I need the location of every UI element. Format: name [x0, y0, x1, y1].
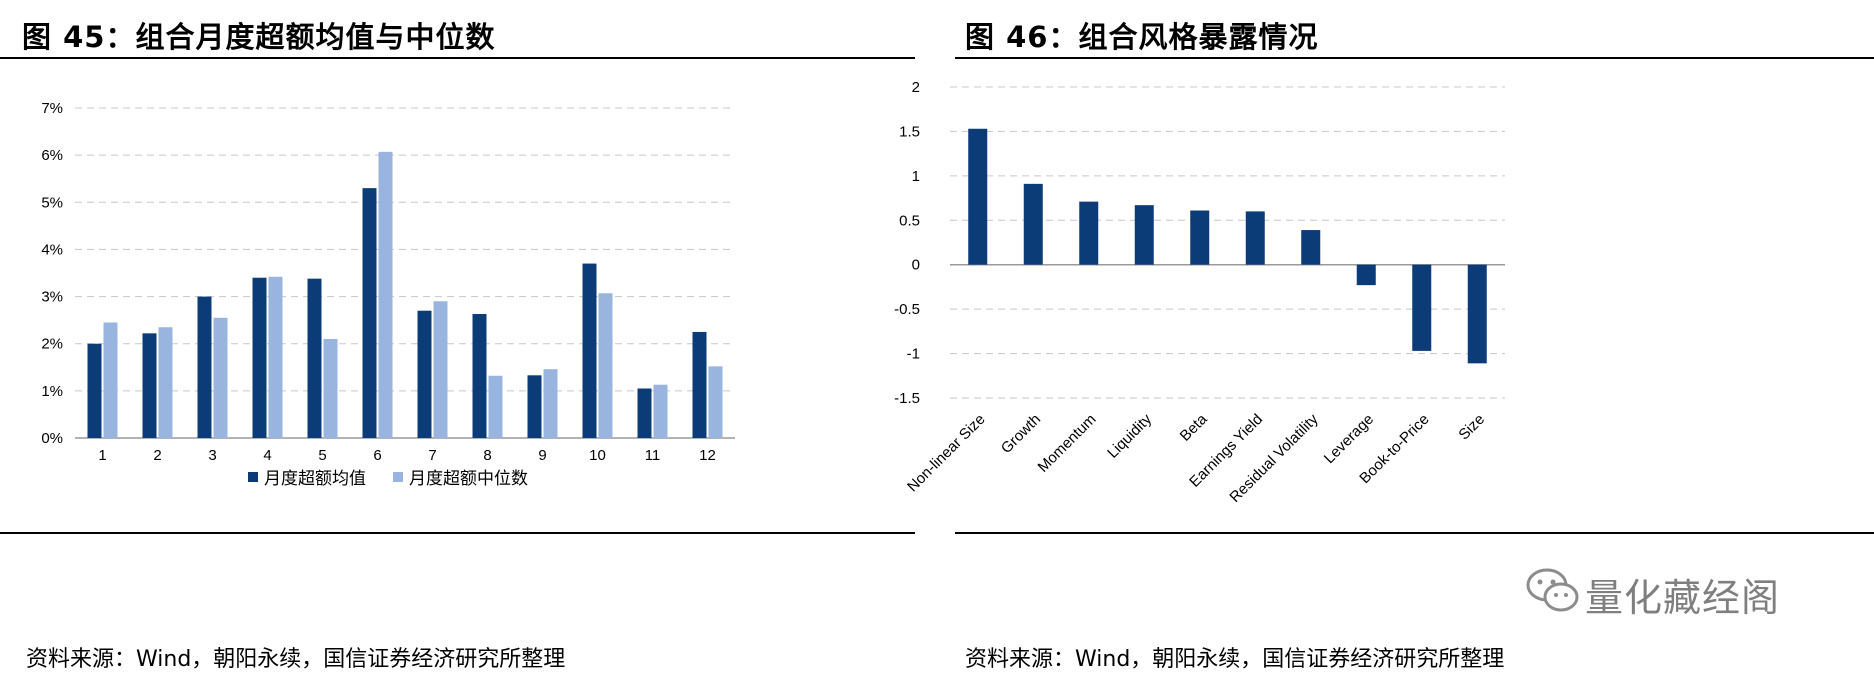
- bar-median: [653, 384, 668, 438]
- x-tick-label: 10: [589, 447, 606, 464]
- x-tick-label: 4: [263, 447, 271, 464]
- bar-exposure: [1467, 264, 1487, 364]
- right-panel: 图 46：组合风格暴露情况 2 1.5 1 0.5 0 -0.5 -1 -1.5 Non-lin…: [894, 0, 1874, 675]
- y-tick-label: 7%: [41, 100, 63, 117]
- bar-mean: [527, 375, 542, 438]
- bar-exposure: [1023, 183, 1043, 265]
- x-tick-label: 9: [538, 447, 546, 464]
- x-tick-label: 2: [153, 447, 161, 464]
- x-tick-label: 3: [208, 447, 216, 464]
- bar-median: [543, 369, 558, 438]
- bar-median: [598, 293, 613, 438]
- x-tick-label: 5: [318, 447, 326, 464]
- bar-exposure: [1412, 264, 1432, 351]
- bar-mean: [692, 331, 707, 438]
- bar-mean: [142, 333, 157, 438]
- watermark: 量化藏经阁: [1525, 563, 1825, 620]
- bar-mean: [472, 314, 487, 438]
- x-tick-label: 11: [645, 447, 661, 464]
- y-tick-label: 0: [912, 257, 920, 274]
- x-tick-label: Non-linear Size: [904, 411, 989, 496]
- title-underline-left: [0, 57, 915, 59]
- legend-label: 月度超额中位数: [409, 469, 528, 489]
- y-tick-label: 5%: [41, 194, 63, 211]
- bar-mean: [252, 277, 267, 438]
- x-tick-label: 12: [699, 447, 716, 464]
- bar-mean: [307, 278, 322, 438]
- source-note-right: 资料来源：Wind，朝阳永续，国信证券经济研究所整理: [965, 647, 1505, 672]
- bar-median: [158, 327, 173, 438]
- bar-exposure: [1301, 230, 1321, 265]
- bar-median: [378, 151, 393, 439]
- watermark-text: 量化藏经阁: [1585, 576, 1781, 620]
- source-divider-left: [0, 532, 915, 534]
- bar-median: [268, 276, 283, 438]
- y-tick-label: 0.5: [899, 212, 920, 229]
- legend-label: 月度超额均值: [264, 469, 366, 489]
- y-tick-label: -1: [907, 346, 920, 363]
- bar-exposure: [968, 128, 988, 265]
- wechat-icon: [1526, 568, 1579, 612]
- y-tick-label: 3%: [41, 289, 63, 306]
- bar-median: [708, 366, 723, 438]
- x-tick-label: 1: [98, 447, 106, 464]
- bar-mean: [637, 388, 652, 438]
- left-panel: 图 45：组合月度超额均值与中位数 0% 1% 2% 3% 4% 5% 6% 7% 1 2 3 4 5 6…: [0, 0, 915, 675]
- bar-exposure: [1134, 205, 1154, 265]
- bar-mean: [362, 188, 377, 438]
- bar-median: [323, 339, 338, 438]
- x-tick-label: Beta: [1177, 410, 1211, 444]
- x-tick-label: 7: [428, 447, 436, 464]
- y-tick-label: 1%: [41, 383, 63, 400]
- bar-exposure: [1245, 211, 1265, 265]
- y-tick-label: 0%: [41, 430, 63, 447]
- bar-mean: [197, 296, 212, 438]
- source-divider-right: [955, 532, 1874, 534]
- x-tick-label: Size: [1455, 411, 1488, 444]
- x-tick-label: Liquidity: [1104, 410, 1155, 461]
- bar-exposure: [1079, 201, 1099, 265]
- bar-mean: [87, 343, 102, 438]
- bar-median: [433, 301, 448, 438]
- bar-median: [213, 317, 228, 438]
- y-tick-label: -0.5: [894, 301, 920, 318]
- x-tick-label: Growth: [998, 411, 1044, 457]
- y-tick-label: 2%: [41, 336, 63, 353]
- bar-mean: [417, 310, 432, 438]
- bar-exposure: [1190, 210, 1210, 265]
- source-note-left: 资料来源：Wind，朝阳永续，国信证券经济研究所整理: [26, 647, 566, 672]
- legend-swatch: [248, 472, 258, 482]
- bar-exposure: [1356, 264, 1376, 286]
- y-tick-label: 1: [912, 168, 920, 185]
- legend-swatch: [393, 472, 403, 482]
- bar-mean: [582, 263, 597, 438]
- x-tick-label: Momentum: [1035, 411, 1100, 476]
- x-tick-label: 8: [483, 447, 491, 464]
- y-tick-label: 6%: [41, 147, 63, 164]
- bar-median: [488, 375, 503, 438]
- bar-median: [103, 322, 118, 438]
- title-underline-right: [955, 57, 1874, 59]
- x-tick-label: Leverage: [1321, 411, 1377, 467]
- chart-title-right: 图 46：组合风格暴露情况: [965, 20, 1319, 54]
- x-tick-label: 6: [373, 447, 381, 464]
- chart-title-left: 图 45：组合月度超额均值与中位数: [22, 20, 496, 54]
- y-tick-label: 1.5: [899, 123, 920, 140]
- y-tick-label: -1.5: [894, 390, 920, 407]
- y-tick-label: 2: [912, 79, 920, 96]
- y-tick-label: 4%: [41, 241, 63, 258]
